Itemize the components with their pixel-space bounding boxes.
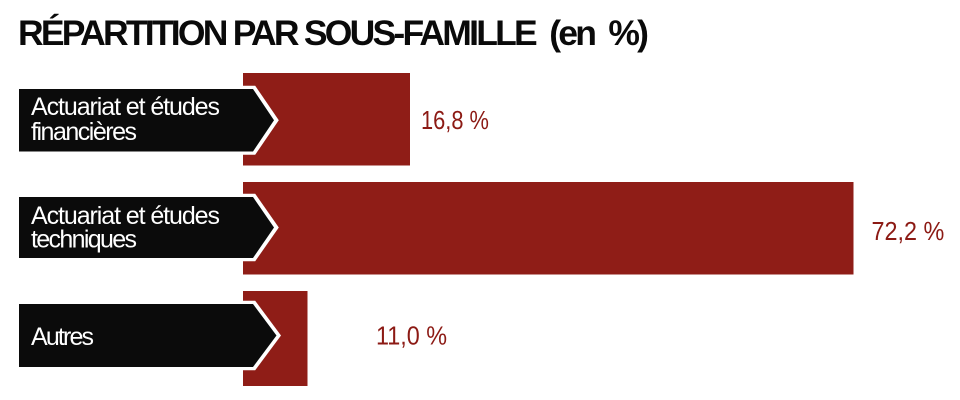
svg-text:Autres: Autres (31, 323, 94, 351)
svg-text:RÉPARTITION PAR SOUS-FAMILLE: RÉPARTITION PAR SOUS-FAMILLE (en %) (18, 13, 649, 53)
svg-text:financières: financières (31, 118, 137, 146)
svg-text:72,2 %: 72,2 % (872, 218, 945, 246)
svg-text:techniques: techniques (31, 226, 137, 254)
svg-text:Actuariat et études: Actuariat et études (31, 93, 220, 121)
svg-text:Actuariat et études: Actuariat et études (31, 202, 220, 230)
svg-text:16,8 %: 16,8 % (421, 106, 489, 135)
svg-text:11,0 %: 11,0 % (376, 322, 447, 350)
